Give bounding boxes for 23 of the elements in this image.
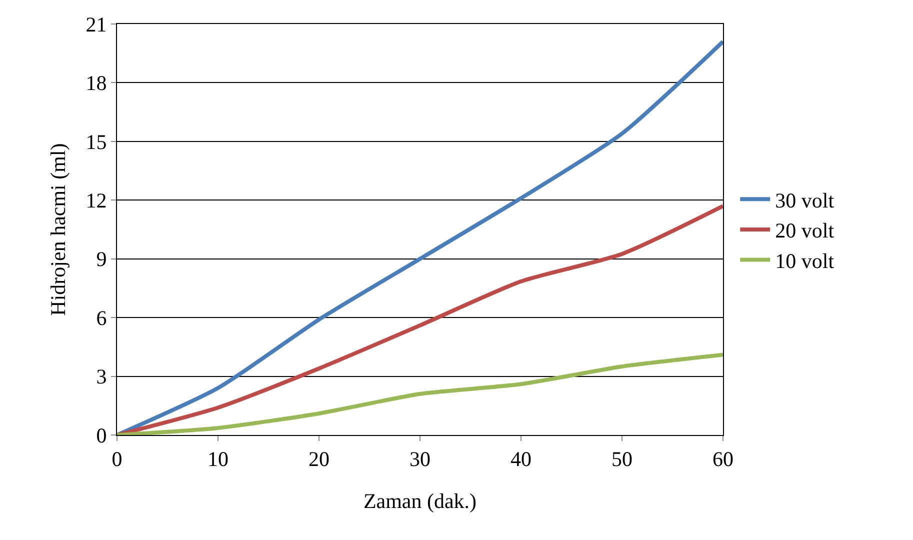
y-tick-label: 0 (96, 423, 107, 448)
x-axis-title: Zaman (dak.) (363, 489, 477, 513)
y-tick-label: 15 (86, 130, 107, 154)
y-tick-label: 3 (96, 364, 107, 389)
x-tick-label: 40 (510, 447, 532, 472)
line-series (117, 204, 723, 435)
y-tick-label: 18 (86, 71, 107, 96)
y-tick-label: 6 (96, 306, 107, 330)
x-tick-label: 30 (410, 447, 430, 472)
x-tick-label: 20 (308, 447, 330, 472)
y-axis-title: Hidrojen hacmi (ml) (46, 143, 70, 316)
x-tick-label: 50 (612, 447, 632, 472)
y-tick-label: 9 (96, 247, 107, 272)
legend-label: 30 volt (775, 188, 834, 212)
line-series (117, 40, 723, 435)
legend-label: 20 volt (775, 218, 834, 243)
y-tick-label: 12 (86, 188, 107, 212)
x-tick-label: 10 (208, 447, 228, 472)
y-tick-label: 21 (86, 12, 107, 36)
x-tick-label: 0 (112, 447, 122, 472)
line-series (117, 352, 723, 435)
x-tick-label: 60 (712, 447, 734, 472)
legend-label: 10 volt (775, 248, 834, 273)
